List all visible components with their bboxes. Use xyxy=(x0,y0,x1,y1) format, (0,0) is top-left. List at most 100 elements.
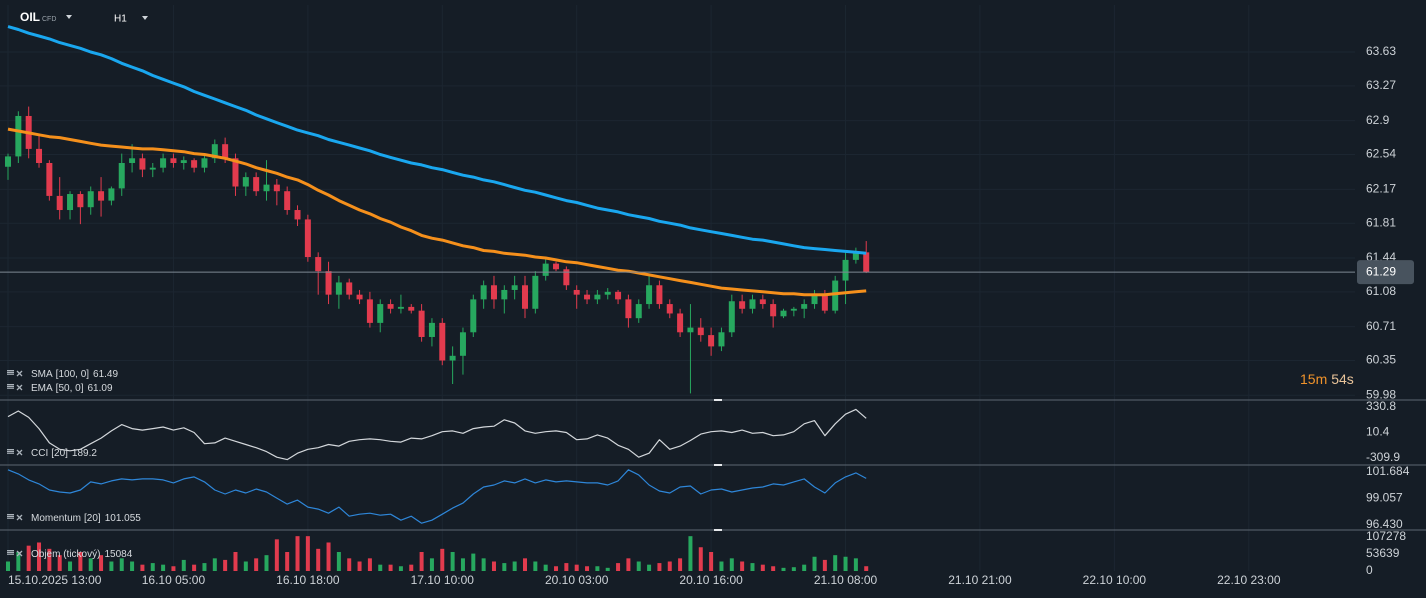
candle-body xyxy=(377,304,384,323)
timeframe-selector[interactable]: H1 xyxy=(114,14,148,25)
y-tick-label: 0 xyxy=(1366,563,1373,577)
volume-bar xyxy=(388,564,393,571)
volume-bar xyxy=(781,567,786,571)
candle-body xyxy=(728,301,735,333)
candle-body xyxy=(501,289,508,300)
dropdown-arrow[interactable] xyxy=(66,15,72,19)
menu-icon[interactable] xyxy=(7,515,14,517)
candle-body xyxy=(697,327,704,336)
volume-bar xyxy=(802,564,807,571)
volume-bar xyxy=(543,564,548,571)
volume-bar xyxy=(316,548,321,571)
menu-icon[interactable] xyxy=(7,452,14,454)
menu-icon[interactable] xyxy=(7,517,14,519)
volume-bar xyxy=(471,553,476,571)
candle-body xyxy=(780,310,787,317)
volume-bar xyxy=(367,558,372,571)
legend-name: SMA xyxy=(31,369,53,380)
y-tick-label: -309.9 xyxy=(1366,450,1400,464)
menu-icon[interactable] xyxy=(7,553,14,555)
candle-body xyxy=(615,291,622,300)
indicator-legend[interactable]: Momentum [20] 101.055 xyxy=(7,513,141,524)
close-icon[interactable] xyxy=(16,449,23,456)
volume-bar xyxy=(574,564,579,571)
candle-body xyxy=(335,282,342,295)
menu-icon[interactable] xyxy=(7,387,14,389)
symbol-selector[interactable]: OIL CFD xyxy=(20,10,72,24)
y-tick-label: 62.54 xyxy=(1366,147,1396,161)
volume-bar xyxy=(119,558,124,571)
timeframe[interactable]: H1 xyxy=(114,14,127,25)
candle-body xyxy=(522,285,528,309)
candle-body xyxy=(118,163,125,189)
legend-params: [50, 0] xyxy=(56,383,84,394)
resize-handle[interactable] xyxy=(714,399,722,401)
candle-body xyxy=(242,177,249,187)
candle-body xyxy=(304,219,311,258)
menu-icon[interactable] xyxy=(7,449,14,451)
menu-icon[interactable] xyxy=(7,550,14,552)
volume-bar xyxy=(429,558,434,571)
close-icon[interactable] xyxy=(16,550,23,557)
menu-icon[interactable] xyxy=(7,551,14,553)
resize-handle[interactable] xyxy=(714,464,722,466)
volume-bar xyxy=(419,552,424,571)
volume-bar xyxy=(688,536,693,571)
menu-icon[interactable] xyxy=(7,371,14,373)
volume-bar xyxy=(264,555,269,571)
indicator-legend[interactable]: EMA [50, 0] 61.09 xyxy=(7,383,113,394)
volume-bar xyxy=(729,558,734,571)
menu-icon[interactable] xyxy=(7,514,14,516)
candle-body xyxy=(573,289,580,295)
legend-params: [100, 0] xyxy=(56,369,90,380)
candle-body xyxy=(852,252,859,260)
volume-bar xyxy=(254,558,259,571)
volume-bar xyxy=(57,555,62,571)
candle-body xyxy=(449,355,456,361)
legend-value: 61.09 xyxy=(87,383,112,394)
indicator-legend[interactable]: Objem (tickový) 15084 xyxy=(7,549,133,560)
y-tick-label: 63.63 xyxy=(1366,44,1396,58)
candle-body xyxy=(315,257,322,272)
close-icon[interactable] xyxy=(16,514,23,521)
volume-bar xyxy=(760,564,765,571)
candle-body xyxy=(625,299,632,319)
volume-bar xyxy=(523,558,527,571)
volume-bar xyxy=(678,558,683,571)
volume-bar xyxy=(26,545,31,571)
volume-bar xyxy=(88,558,93,571)
candle-body xyxy=(646,285,653,305)
legend-name: EMA xyxy=(31,383,53,394)
volume-bar xyxy=(6,561,10,571)
close-icon[interactable] xyxy=(16,370,23,377)
indicator-legend[interactable]: CCI [20] 189.2 xyxy=(7,448,97,459)
candle-body xyxy=(656,285,663,305)
close-icon[interactable] xyxy=(16,384,23,391)
menu-icon[interactable] xyxy=(7,450,14,452)
candle-body xyxy=(397,306,404,309)
indicator-legend[interactable]: SMA [100, 0] 61.49 xyxy=(7,369,118,380)
candle-body xyxy=(253,177,260,192)
volume-bar xyxy=(636,561,641,571)
y-tick-label: 96.430 xyxy=(1366,517,1403,531)
instrument-type: CFD xyxy=(42,16,56,23)
legend-value: 61.49 xyxy=(93,369,118,380)
y-tick-label: 61.81 xyxy=(1366,215,1396,229)
candle-body xyxy=(532,275,539,309)
menu-icon[interactable] xyxy=(7,373,14,375)
candle-body xyxy=(718,332,725,347)
menu-icon[interactable] xyxy=(7,370,14,372)
x-tick-label: 22.10 23:00 xyxy=(1217,573,1281,587)
volume-bar xyxy=(564,563,569,571)
current-price-box xyxy=(1357,260,1414,285)
volume-bar xyxy=(202,563,207,571)
candle-body xyxy=(770,304,777,317)
symbol[interactable]: OIL xyxy=(20,10,40,24)
current-price-label: 61.29 xyxy=(1366,264,1396,278)
legend-value: 101.055 xyxy=(105,513,142,524)
menu-icon[interactable] xyxy=(7,384,14,386)
resize-handle[interactable] xyxy=(714,529,722,531)
dropdown-arrow[interactable] xyxy=(142,16,148,20)
legend-text: EMA [50, 0] 61.09 xyxy=(31,383,113,394)
menu-icon[interactable] xyxy=(7,385,14,387)
